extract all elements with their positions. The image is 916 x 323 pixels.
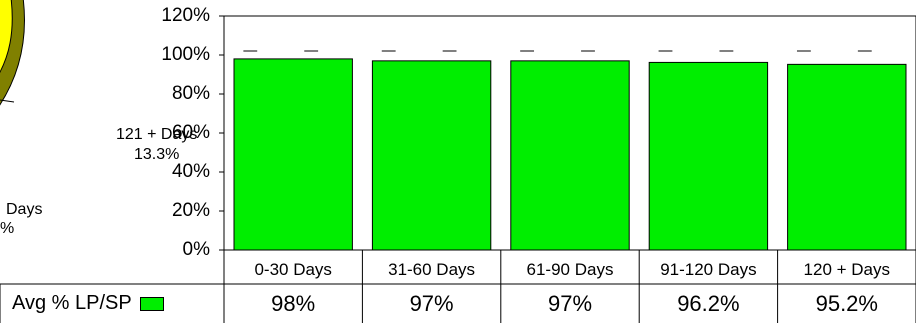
- bar: [510, 60, 630, 251]
- data-table-grid: [0, 250, 916, 323]
- series-name: Avg % LP/SP: [12, 292, 132, 314]
- y-tick-label: 0%: [182, 239, 210, 260]
- y-tick-label: 40%: [171, 161, 210, 182]
- data-table-cell: 98%: [271, 290, 316, 316]
- data-table-series-label: Avg % LP/SP: [0, 284, 232, 323]
- y-tick-label: 100%: [161, 44, 210, 65]
- x-category-label: 91-120 Days: [660, 260, 757, 279]
- data-table-cell: 97%: [547, 290, 593, 316]
- y-tick-label: 120%: [161, 5, 210, 26]
- pie-chart-svg: [0, 0, 25, 106]
- x-category-label: 0-30 Days: [254, 260, 332, 279]
- bar: [648, 61, 769, 251]
- pie-slice-yellow: [0, 0, 13, 73]
- pie-label-121-days-name: 121 + Days: [116, 126, 198, 143]
- data-table-cell: 96.2%: [677, 290, 740, 316]
- x-category-label: 61-90 Days: [526, 260, 614, 279]
- pie-label-partial-name: Days: [6, 201, 43, 218]
- y-tick-label: 80%: [171, 83, 210, 104]
- bar: [233, 58, 353, 251]
- data-table-cell: 95.2%: [815, 290, 878, 316]
- y-tick-label: 20%: [171, 200, 210, 221]
- bar-series: [233, 50, 907, 251]
- pie-label-121-days: 121 + Days 13.3%: [116, 125, 197, 165]
- pie-leader-line: [0, 99, 15, 103]
- legend-swatch: [139, 296, 164, 311]
- pie-label-partial-pct: %: [0, 220, 15, 237]
- x-category-label: 120 + Days: [803, 260, 891, 279]
- pie-label-121-days-pct: 13.3%: [134, 146, 180, 163]
- pie-label-partial: Days %: [0, 200, 42, 239]
- pie-chart-fragment: 121 + Days 13.3% Days %: [0, 0, 230, 245]
- bar: [371, 60, 492, 251]
- data-table-cell: 97%: [409, 290, 454, 316]
- bar: [787, 63, 907, 251]
- x-category-label: 31-60 Days: [388, 260, 476, 279]
- y-tick-label: 60%: [171, 122, 210, 143]
